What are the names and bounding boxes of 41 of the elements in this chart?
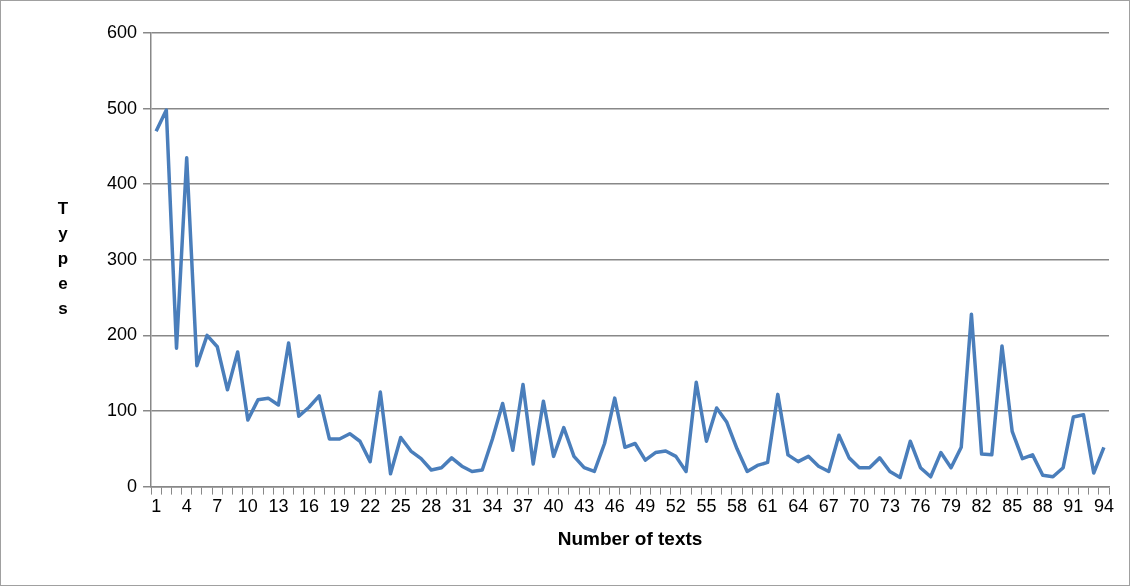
x-tick-label: 70 [849,496,870,517]
x-tick-label: 34 [482,496,503,517]
x-tick-label: 82 [971,496,992,517]
x-tick-label: 22 [360,496,381,517]
x-tick-label: 49 [635,496,656,517]
y-tick-label: 0 [127,475,138,496]
x-tick-label: 67 [818,496,839,517]
x-tick-label: 25 [390,496,411,517]
x-tick-label: 94 [1093,496,1114,517]
y-tick-label: 300 [106,248,138,269]
x-tick-label: 4 [181,496,192,517]
y-tick-label: 200 [106,324,138,345]
x-tick-label: 91 [1063,496,1084,517]
x-tick-label: 64 [788,496,809,517]
x-tick-label: 10 [237,496,258,517]
x-tick-label: 61 [757,496,778,517]
x-tick-label: 88 [1032,496,1053,517]
x-tick-label: 73 [879,496,900,517]
x-tick-label: 43 [574,496,595,517]
x-tick-label: 58 [727,496,748,517]
y-tick-label: 500 [106,97,138,118]
x-tick-label: 46 [604,496,625,517]
x-tick-label: 52 [665,496,686,517]
x-tick-label: 1 [151,496,162,517]
x-tick-label: 40 [543,496,564,517]
y-tick-label: 100 [106,399,138,420]
x-tick-label: 55 [696,496,717,517]
x-tick-label: 19 [329,496,350,517]
x-axis-title: Number of texts [557,527,703,549]
y-axis-title: Types [57,199,69,319]
y-tick-label: 600 [106,21,138,42]
x-tick-label: 31 [451,496,472,517]
x-tick-label: 7 [212,496,223,517]
x-tick-label: 85 [1002,496,1023,517]
x-tick-label: 76 [910,496,931,517]
y-tick-label: 400 [106,173,138,194]
x-tick-label: 13 [268,496,289,517]
x-tick-label: 16 [298,496,320,517]
x-tick-label: 28 [421,496,442,517]
x-tick-label: 79 [941,496,962,517]
x-tick-label: 37 [512,496,534,517]
